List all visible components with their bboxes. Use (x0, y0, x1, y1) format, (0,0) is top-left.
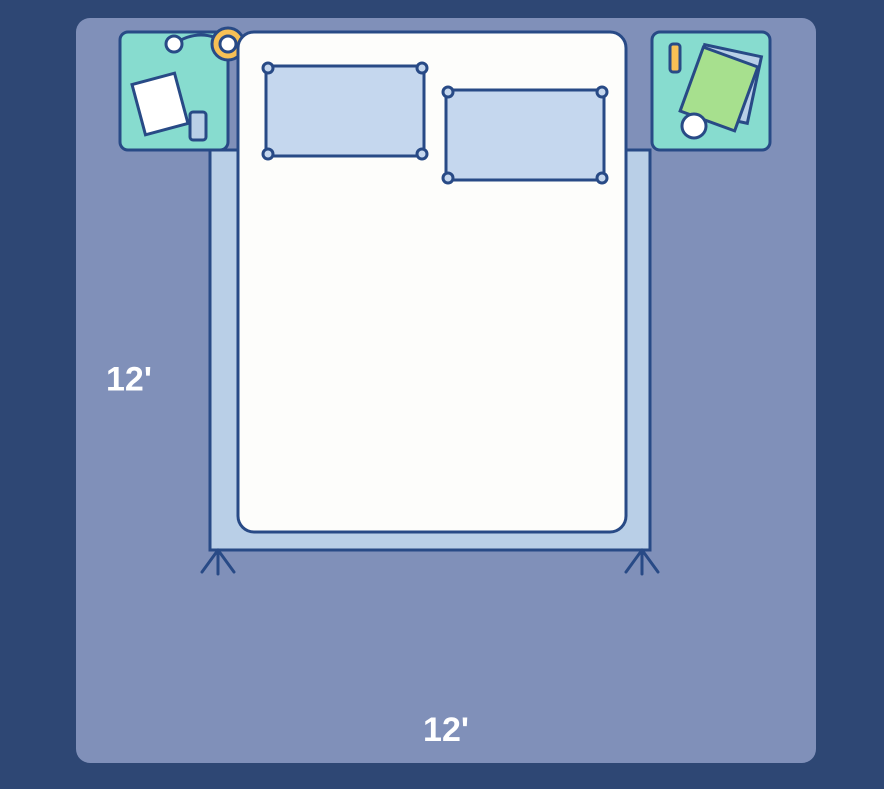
pillow (446, 90, 604, 180)
lamp-bulb-icon (166, 36, 182, 52)
dimension-left-label: 12' (106, 361, 152, 399)
pencil-icon (670, 44, 680, 72)
pillow (266, 66, 424, 156)
phone-icon (190, 112, 206, 140)
coaster-icon (682, 114, 706, 138)
dimension-bottom-label: 12' (423, 711, 469, 749)
